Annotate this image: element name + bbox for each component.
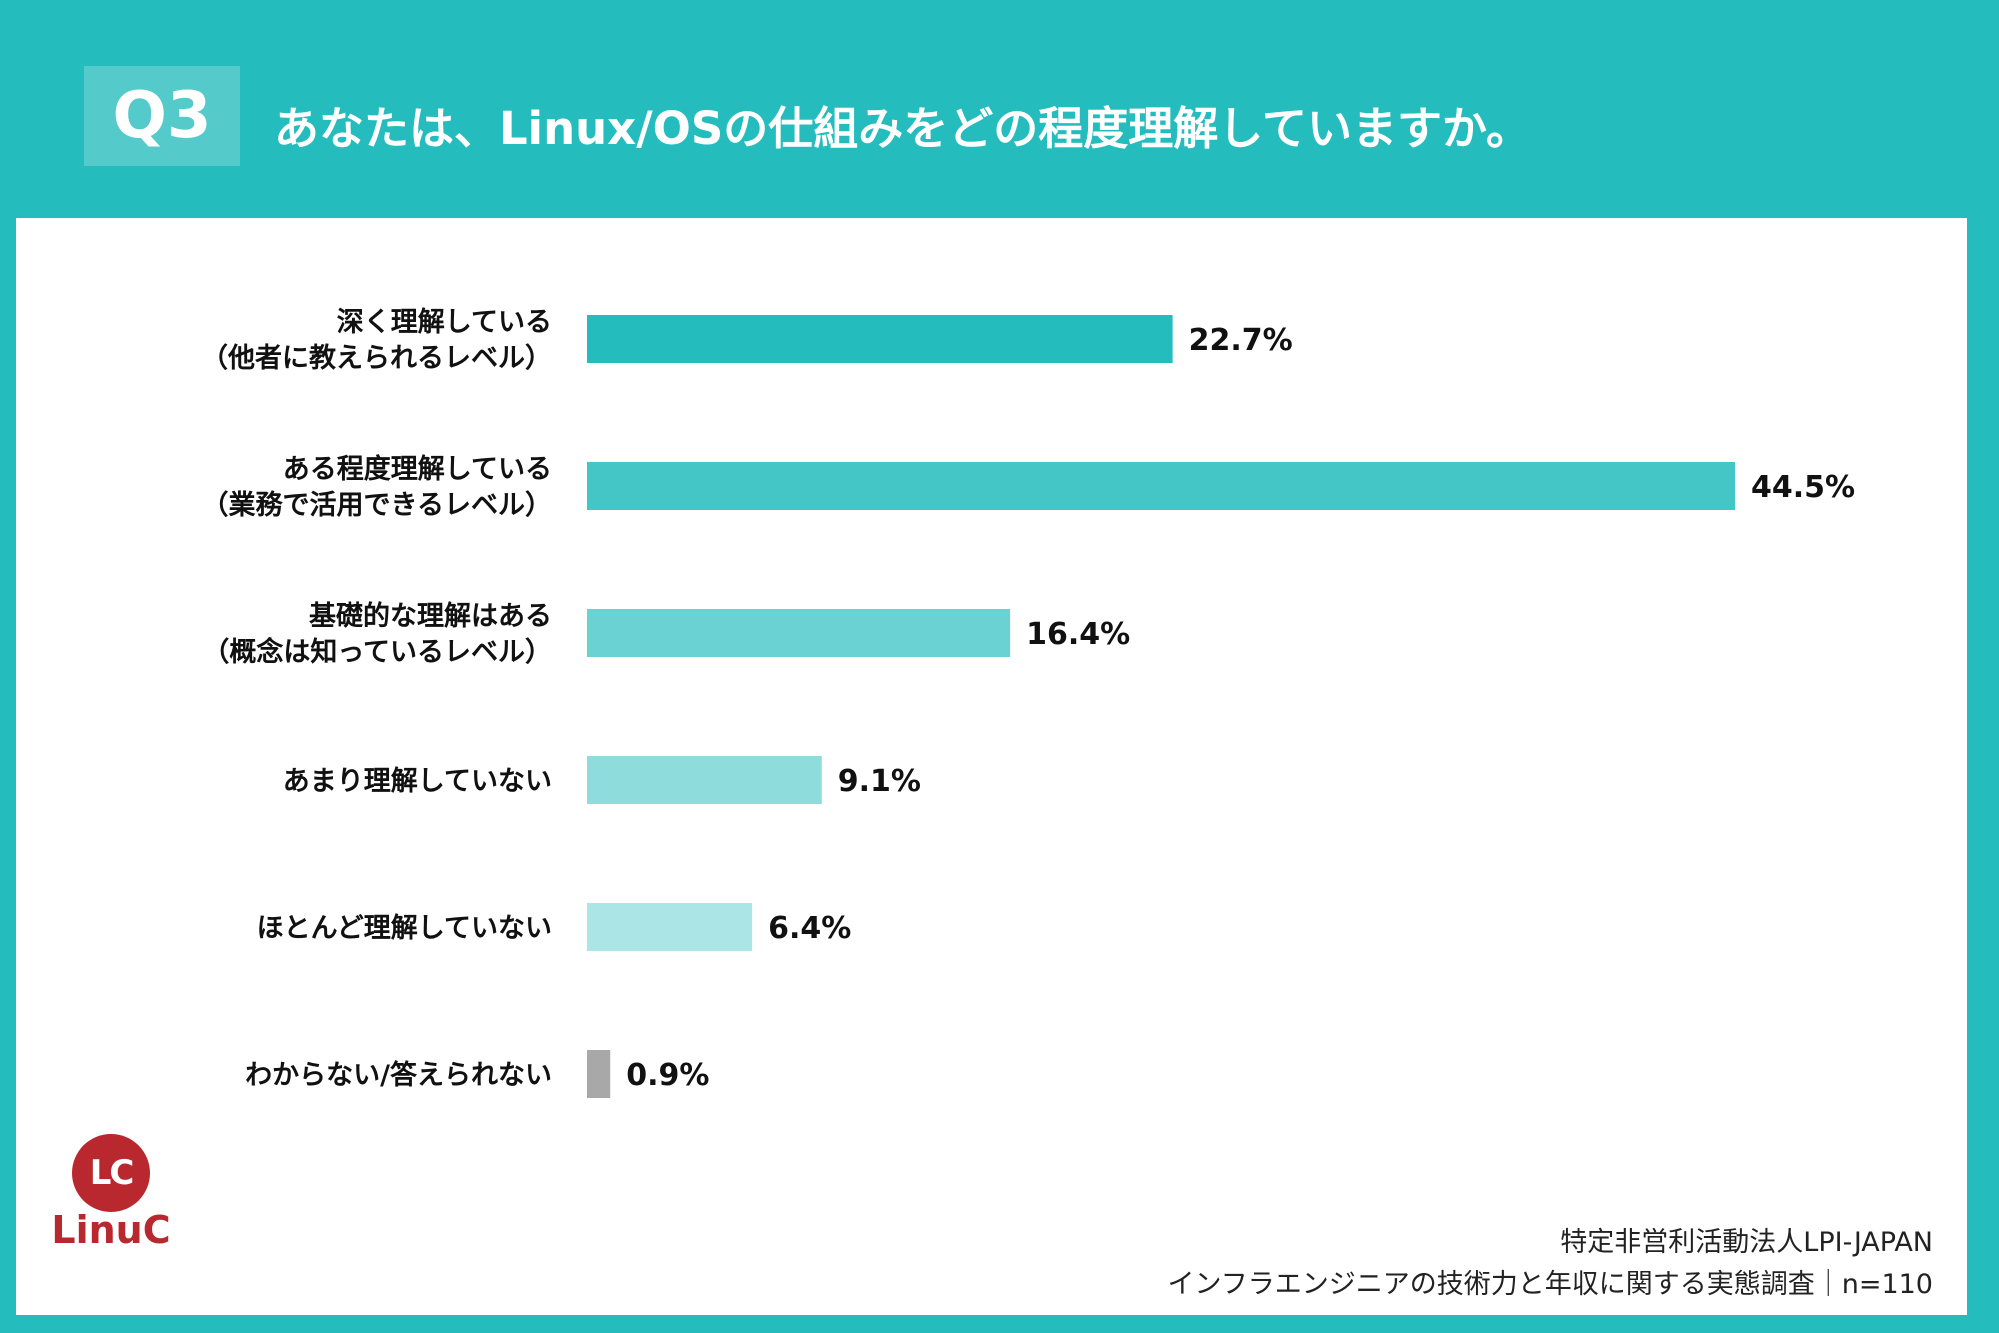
category-label-1-line-1: 深く理解している [337,307,552,338]
linuc-logo-text: LinuC [51,1208,171,1252]
question-number-badge: Q3 [84,66,240,166]
category-label-1-line-2: （他者に教えられるレベル） [201,343,552,374]
source-survey: インフラエンジニアの技術力と年収に関する実態調査｜n=110 [1167,1269,1933,1300]
value-label-1: 22.7% [1189,323,1293,358]
bar-1 [587,315,1173,363]
category-label-3-line-1: 基礎的な理解はある [309,600,552,632]
bar-2 [587,462,1735,510]
category-label-5: ほとんど理解していない [257,913,552,944]
chart-panel [16,218,1967,1315]
header-banner: Q3 あなたは、Linux/OSの仕組みをどの程度理解していますか。 [0,0,1999,218]
category-label-3-line-2: （概念は知っているレベル） [202,636,552,668]
bar-6 [587,1050,611,1098]
question-title: あなたは、Linux/OSの仕組みをどの程度理解していますか。 [274,101,1532,155]
source-note: 特定非営利活動法人LPI-JAPAN インフラエンジニアの技術力と年収に関する実… [1168,1222,1933,1306]
linuc-logo: LC LinuC [46,1134,176,1254]
bar-5 [587,903,753,951]
value-label-4: 9.1% [838,764,921,799]
category-label-4: あまり理解していない [283,766,552,797]
value-label-5: 6.4% [768,911,851,946]
value-label-2: 44.5% [1751,470,1855,505]
value-label-3: 16.4% [1026,617,1130,652]
category-label-6: わからない/答えられない [245,1059,552,1091]
category-label-2-line-1: ある程度理解している [283,453,552,485]
category-label-2-line-2: （業務で活用できるレベル） [202,490,552,521]
bar-4 [587,756,822,804]
linuc-logo-mark: LC [72,1134,150,1212]
source-organization: 特定非営利活動法人LPI-JAPAN [1560,1227,1933,1258]
value-label-6: 0.9% [626,1058,709,1093]
bar-3 [587,609,1011,657]
